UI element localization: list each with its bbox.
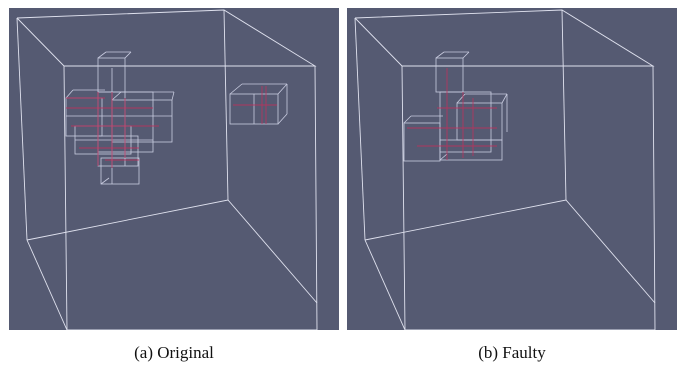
- original-render-panel: [9, 8, 339, 330]
- faulty-render-panel: [347, 8, 677, 330]
- faulty-render-image: [347, 8, 677, 330]
- render-background: [9, 8, 339, 330]
- render-background: [347, 8, 677, 330]
- partial-voxel-block-cluster: [403, 51, 508, 162]
- detached-block-highlights: [233, 86, 277, 124]
- inner-edge-highlights: [66, 92, 159, 168]
- detached-voxel-block: [229, 83, 288, 125]
- caption-original: (a) Original: [134, 343, 214, 362]
- bounding-box-wireframe: [16, 9, 318, 330]
- inner-edge-highlights: [407, 68, 497, 160]
- caption-faulty: (b) Faulty: [478, 343, 546, 362]
- bounding-box-wireframe: [354, 9, 656, 330]
- original-render-image: [9, 8, 339, 330]
